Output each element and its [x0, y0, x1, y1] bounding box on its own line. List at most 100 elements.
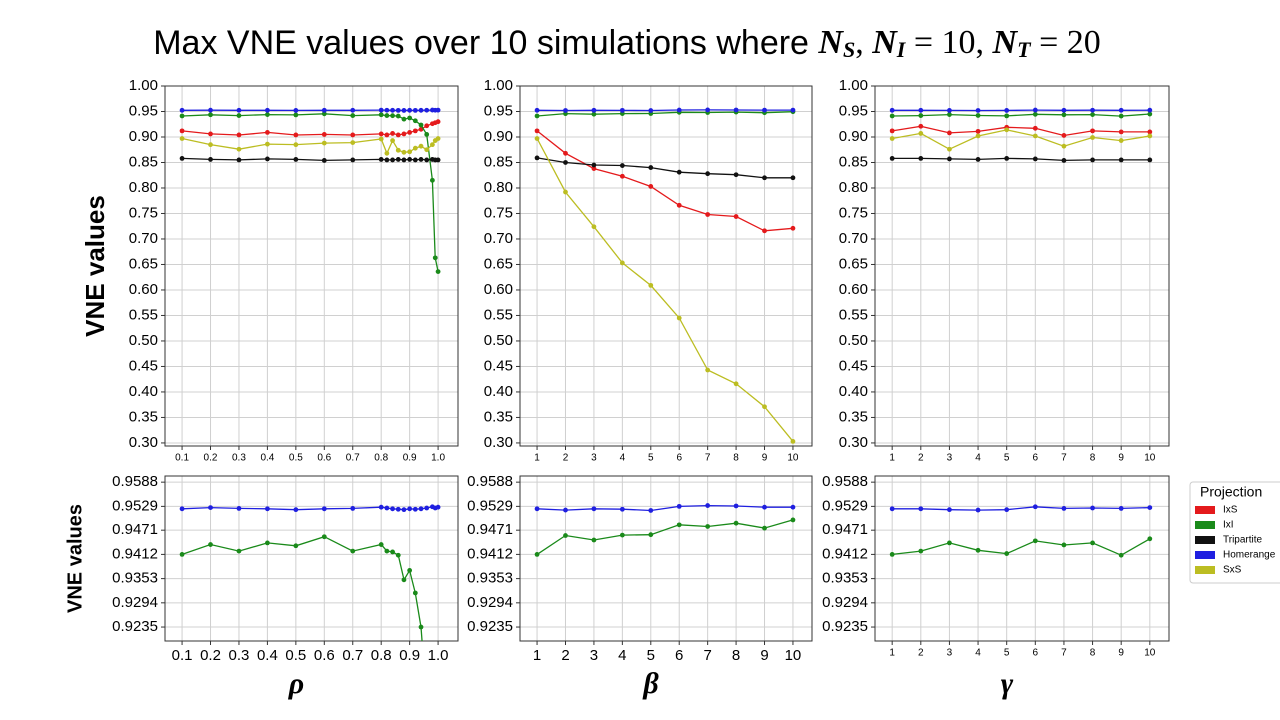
x-tick-label: 10 — [1144, 648, 1156, 659]
data-point — [1147, 111, 1153, 117]
x-tick-label: 5 — [648, 453, 654, 464]
x-tick-label: 10 — [785, 647, 802, 664]
plot-lines — [179, 107, 441, 275]
y-tick-label: 0.9294 — [467, 594, 513, 611]
data-point — [1147, 536, 1153, 542]
data-point — [390, 157, 395, 163]
data-point — [1032, 156, 1038, 162]
data-point — [179, 128, 185, 134]
data-point — [395, 552, 401, 558]
x-tick-label: 0.6 — [317, 453, 331, 464]
data-point — [591, 111, 597, 117]
data-point — [412, 145, 418, 151]
data-point — [918, 156, 924, 161]
x-tick-label: 1.0 — [428, 647, 449, 664]
data-point — [395, 132, 401, 138]
y-tick-label: 0.9529 — [822, 497, 868, 514]
y-tick-label: 0.9471 — [822, 521, 868, 538]
data-point — [733, 381, 739, 387]
plot-lines — [889, 504, 1153, 558]
data-point — [378, 112, 384, 118]
data-point — [975, 507, 981, 513]
y-tick-label: 0.55 — [839, 306, 868, 323]
x-tick-label: 0.3 — [232, 453, 246, 464]
series-line — [537, 109, 793, 112]
data-point — [1147, 157, 1153, 163]
x-tick-label: 9 — [1118, 453, 1124, 464]
data-point — [265, 112, 270, 117]
x-tick-label: 4 — [975, 648, 981, 659]
data-point — [418, 143, 424, 149]
data-point — [378, 136, 384, 142]
data-point — [435, 107, 441, 113]
data-point — [293, 112, 299, 118]
data-point — [395, 113, 401, 119]
data-point — [1061, 107, 1067, 113]
data-point — [619, 532, 625, 538]
data-point — [378, 157, 384, 162]
data-point — [648, 508, 654, 513]
x-tick-label: 3 — [591, 453, 597, 464]
data-point — [1032, 538, 1038, 544]
x-tick-label: 7 — [705, 453, 711, 464]
data-point — [401, 149, 407, 155]
data-point — [676, 315, 682, 321]
data-point — [384, 113, 390, 118]
data-point — [378, 542, 384, 547]
data-point — [563, 533, 568, 538]
data-point — [407, 506, 413, 512]
data-point — [534, 107, 540, 113]
data-point — [947, 146, 952, 152]
data-point — [1090, 107, 1095, 113]
data-point — [705, 524, 711, 529]
data-point — [648, 532, 654, 538]
data-point — [676, 522, 682, 528]
y-tick-label: 0.9471 — [112, 521, 158, 538]
data-point — [676, 503, 682, 509]
data-point — [321, 140, 327, 146]
y-axis-label: VNE values — [80, 195, 110, 337]
data-point — [1118, 113, 1124, 119]
data-point — [563, 150, 568, 156]
data-point — [534, 136, 540, 141]
data-point — [293, 157, 299, 162]
y-tick-label: 0.50 — [839, 332, 868, 349]
x-tick-label: 6 — [675, 647, 683, 664]
data-point — [321, 534, 327, 540]
y-tick-label: 0.70 — [129, 230, 158, 247]
x-tick-label: 0.9 — [403, 453, 417, 464]
x-axis-label: ρ — [288, 667, 304, 700]
data-point — [435, 119, 441, 125]
data-point — [1090, 157, 1095, 163]
data-point — [1004, 127, 1010, 133]
data-point — [265, 156, 270, 162]
data-point — [407, 568, 413, 573]
data-point — [1032, 125, 1038, 131]
axes-frame — [519, 475, 813, 642]
data-point — [619, 163, 625, 168]
data-point — [321, 107, 327, 113]
figure-title: Max VNE values over 10 simulations where… — [153, 24, 1101, 62]
x-tick-label: 8 — [733, 453, 739, 464]
y-tick-label: 0.55 — [484, 306, 513, 323]
data-point — [384, 548, 390, 554]
data-point — [1090, 135, 1095, 140]
data-point — [412, 157, 418, 163]
series-line — [892, 113, 1150, 117]
data-point — [293, 543, 299, 549]
data-point — [534, 506, 540, 512]
data-point — [208, 505, 213, 511]
data-point — [705, 107, 711, 113]
data-point — [619, 506, 625, 512]
data-point — [619, 260, 625, 266]
y-tick-label: 0.40 — [129, 383, 158, 400]
y-tick-label: 0.9353 — [112, 570, 158, 587]
data-point — [534, 113, 540, 119]
x-axis-label: β — [642, 667, 659, 700]
data-point — [350, 506, 356, 511]
y-tick-label: 0.9294 — [822, 594, 868, 611]
data-point — [179, 506, 185, 512]
data-point — [889, 113, 895, 119]
title-math: = 20 — [1031, 24, 1101, 61]
y-tick-label: 0.9471 — [467, 521, 513, 538]
